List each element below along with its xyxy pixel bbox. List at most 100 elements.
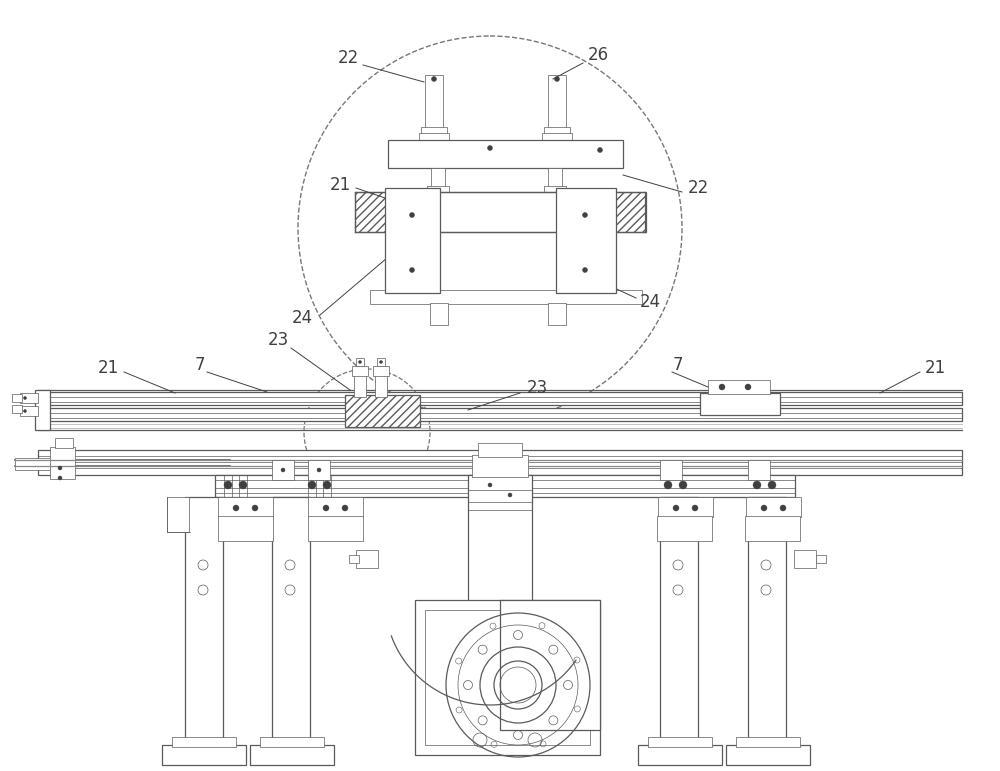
Bar [55,438,73,448]
Text: 23: 23 [526,379,548,397]
Text: 24: 24 [639,293,661,311]
Bar [746,497,801,517]
Bar [657,516,712,541]
Bar [377,358,385,366]
Bar [638,745,722,765]
Circle shape [488,146,492,150]
Circle shape [410,213,415,217]
Circle shape [252,505,258,511]
Circle shape [323,481,331,489]
Bar [356,550,378,568]
Text: 22: 22 [337,49,359,67]
Bar [172,737,236,747]
Bar [548,303,566,325]
Bar [794,550,816,568]
Bar [373,366,389,376]
Bar [578,192,646,232]
Circle shape [24,409,26,412]
Bar [421,127,447,135]
Bar [468,475,532,610]
Circle shape [432,76,436,82]
Bar [472,455,528,477]
Bar [556,188,616,293]
Bar [388,140,623,168]
Circle shape [58,476,62,480]
Bar [308,497,363,517]
Bar [38,392,962,405]
Bar [748,460,770,480]
Bar [478,443,522,457]
Bar [500,600,600,730]
Circle shape [233,505,239,511]
Bar [356,358,364,366]
Bar [35,390,50,430]
Bar [415,600,600,755]
Bar [425,610,590,745]
Text: 22: 22 [687,179,709,197]
Bar [548,168,562,188]
Circle shape [679,481,687,489]
Circle shape [488,483,492,487]
Circle shape [317,468,321,472]
Bar [425,75,443,130]
Bar [215,475,795,497]
Circle shape [598,147,602,153]
Bar [370,290,642,304]
Circle shape [380,361,382,363]
Circle shape [58,466,62,470]
Circle shape [692,505,698,511]
Bar [544,127,570,135]
Bar [816,555,826,563]
Text: 24: 24 [291,309,313,327]
Bar [15,458,70,470]
Bar [544,186,566,192]
Bar [12,405,22,413]
Bar [375,375,387,397]
Text: 23: 23 [267,331,289,349]
Circle shape [673,505,679,511]
Bar [260,737,324,747]
Circle shape [308,481,316,489]
Bar [354,375,366,397]
Bar [660,497,698,755]
Bar [427,186,449,192]
Circle shape [753,481,761,489]
Bar [272,497,310,755]
Bar [726,745,810,765]
Bar [218,497,273,517]
Bar [272,460,294,480]
Circle shape [582,213,588,217]
Bar [50,447,75,479]
Bar [349,555,359,563]
Bar [385,188,440,293]
Bar [700,393,780,415]
Bar [20,406,38,416]
Bar [308,460,330,480]
Circle shape [342,505,348,511]
Circle shape [768,481,776,489]
Circle shape [780,505,786,511]
Bar [12,394,22,402]
Circle shape [664,481,672,489]
Bar [20,393,38,403]
Bar [250,745,334,765]
Bar [658,497,713,517]
Circle shape [554,76,560,82]
Bar [748,497,786,755]
Bar [308,516,363,541]
Bar [352,366,368,376]
Bar [38,408,962,421]
Bar [345,395,420,427]
Bar [185,497,223,755]
Bar [708,380,770,394]
Bar [218,516,273,541]
Circle shape [719,384,725,390]
Bar [548,75,566,130]
Bar [736,737,800,747]
Text: 21: 21 [924,359,946,377]
Circle shape [410,268,415,272]
Circle shape [239,481,247,489]
Bar [745,516,800,541]
Bar [648,737,712,747]
Bar [419,133,449,141]
